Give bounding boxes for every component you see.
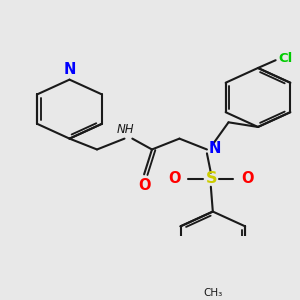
Text: S: S [206, 171, 218, 186]
Text: N: N [63, 62, 76, 77]
Text: CH₃: CH₃ [203, 288, 222, 298]
Text: NH: NH [117, 123, 134, 136]
Text: O: O [241, 171, 254, 186]
Text: N: N [209, 141, 221, 156]
Text: Cl: Cl [279, 52, 293, 65]
Text: O: O [138, 178, 150, 193]
Text: O: O [168, 171, 180, 186]
